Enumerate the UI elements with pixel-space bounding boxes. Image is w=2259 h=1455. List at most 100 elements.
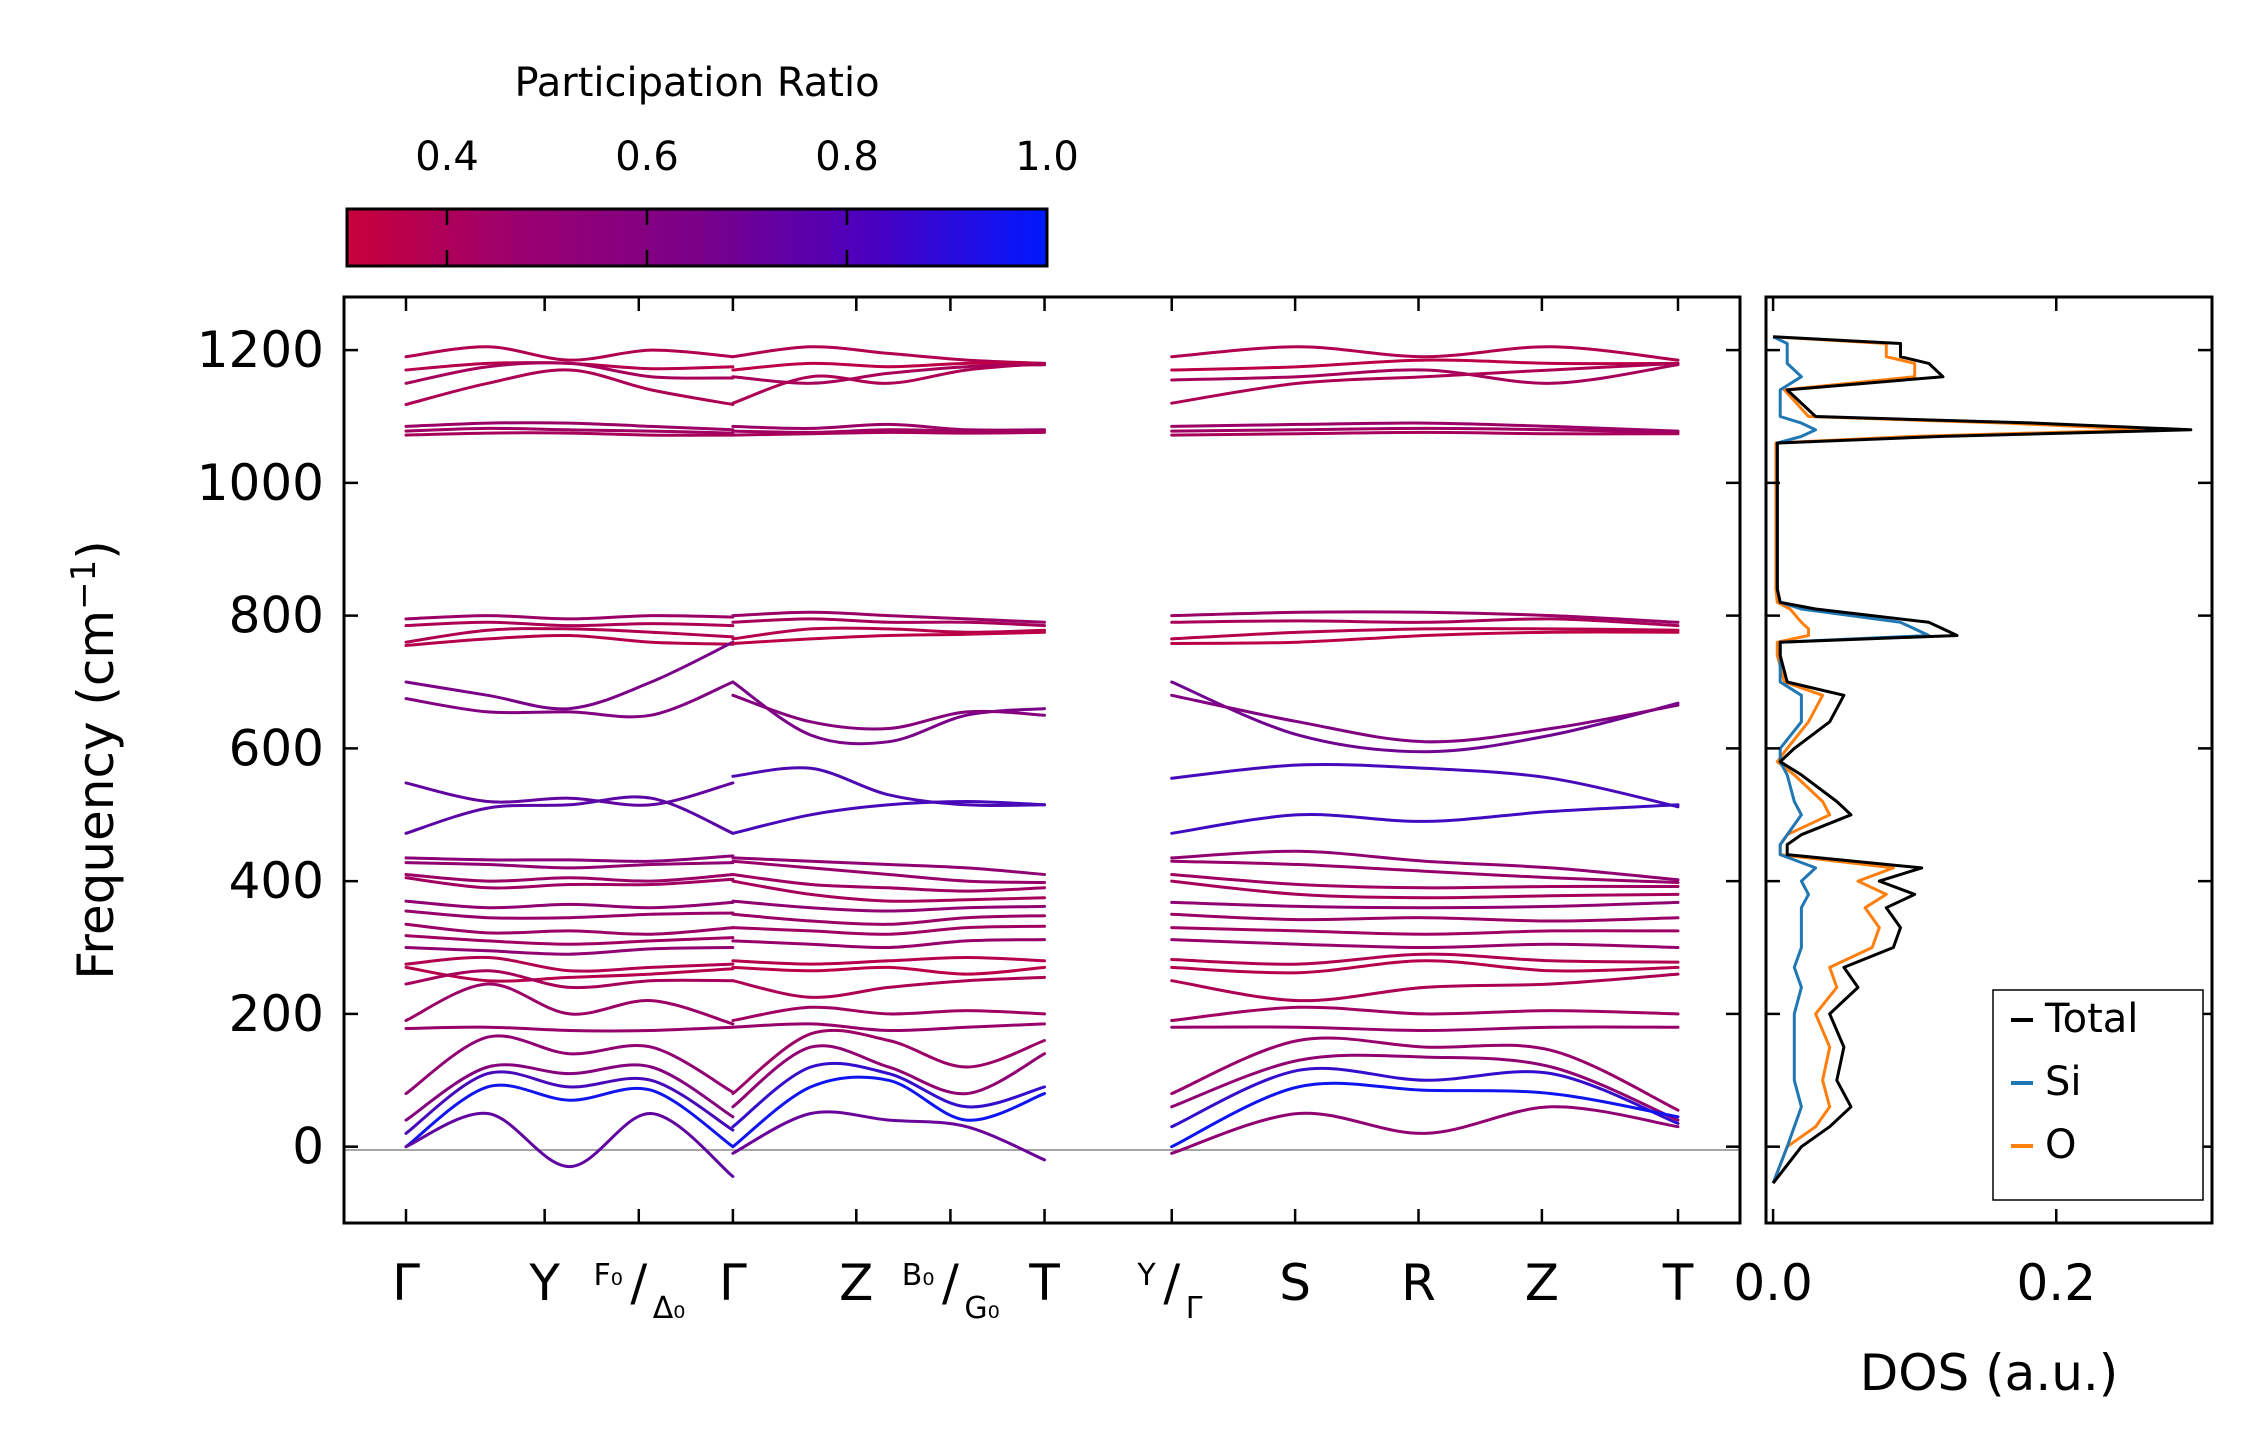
phonon-band (404, 909, 735, 920)
phonon-band (1170, 1036, 1680, 1112)
phonon-band (1170, 912, 1680, 923)
phonon-band (731, 1005, 1046, 1022)
ylabel-tail: ) (67, 540, 125, 560)
phonon-band (731, 856, 1046, 876)
phonon-band (731, 1061, 1046, 1129)
kpath-label: Z (1525, 1254, 1559, 1312)
kpath-label: Y (528, 1254, 560, 1312)
phonon-band (731, 766, 1046, 808)
kpath-label-right: G₀ (964, 1291, 999, 1326)
kpath-label: T (1028, 1254, 1060, 1312)
phonon-band (404, 633, 735, 647)
phonon-band (404, 854, 735, 863)
colorbar-gradient (345, 207, 1049, 268)
phonon-band (404, 1083, 735, 1149)
dos-x-tick-label: 0.0 (1733, 1254, 1813, 1312)
y-tick-label: 200 (229, 985, 324, 1043)
phonon-band (1170, 926, 1680, 936)
phonon-band (404, 795, 735, 835)
kpath-label: Γ (392, 1254, 420, 1312)
kpath-label-left: Y (1136, 1258, 1156, 1293)
phonon-band (404, 876, 735, 890)
kpath-label-right: Γ (1186, 1291, 1203, 1326)
dos-axes: 0.0 0.2 DOS (a.u.) Total Si O (1733, 295, 2214, 1402)
phonon-band (731, 975, 1046, 999)
phonon-band (731, 1028, 1046, 1096)
phonon-band (731, 879, 1046, 903)
phonon-band (1170, 938, 1680, 949)
y-tick-label: 1000 (197, 454, 324, 512)
phonon-band (1170, 430, 1680, 437)
phonon-band (731, 965, 1046, 976)
phonon-band (731, 1110, 1046, 1162)
phonon-band (1170, 426, 1680, 434)
phonon-band (1170, 345, 1680, 362)
colorbar-title: Participation Ratio (514, 60, 879, 106)
phonon-band (404, 426, 735, 435)
phonon-band (404, 1034, 735, 1096)
phonon-band (1170, 363, 1680, 385)
dos-x-tick-label: 0.2 (2016, 1254, 2096, 1312)
phonon-band (1170, 803, 1680, 835)
phonon-band (731, 859, 1046, 884)
phonon-band (404, 421, 735, 432)
phonon-band (731, 610, 1046, 624)
phonon-band (404, 946, 735, 956)
phonon-band (1170, 693, 1680, 744)
phonon-band (731, 617, 1046, 628)
phonon-band (1170, 680, 1680, 754)
phonon-band (404, 969, 735, 990)
band-axes-frame (342, 295, 1742, 1225)
phonon-band (731, 956, 1046, 966)
phonon-band (731, 1044, 1046, 1109)
phonon-band (404, 368, 735, 406)
kpath-label: R (1401, 1254, 1436, 1312)
y-tick-label: 1200 (197, 321, 324, 379)
phonon-band (1170, 959, 1680, 975)
phonon-band (731, 345, 1046, 365)
y-tick-label: 400 (229, 852, 324, 910)
phonon-band (404, 982, 735, 1026)
phonon-band (731, 626, 1046, 641)
band-lines (404, 345, 1680, 1178)
phonon-band (404, 680, 735, 719)
kpath-label-slash: / (942, 1254, 959, 1312)
y-tick-label: 0 (292, 1118, 324, 1176)
phonon-band (404, 1111, 735, 1178)
dos-lines (1771, 335, 2193, 1185)
phonon-band (404, 627, 735, 644)
phonon-band (1170, 952, 1680, 966)
phonon-band (404, 640, 735, 711)
kpath-label-slash: / (630, 1254, 647, 1312)
phonon-band (404, 361, 735, 385)
phonon-band (1170, 361, 1680, 405)
phonon-band (404, 1063, 735, 1122)
phonon-band (731, 630, 1046, 645)
superscript: −1 (64, 560, 104, 610)
kpath-label: Γ (719, 1254, 747, 1312)
phonon-band (1170, 972, 1680, 1003)
legend-box (1992, 989, 2204, 1201)
phonon-band (1170, 859, 1680, 884)
phonon-band (1170, 1005, 1680, 1022)
colorbar-tick-label: 0.4 (415, 134, 479, 180)
phonon-band (1170, 1066, 1680, 1129)
phonon-band (404, 781, 735, 807)
phonon-band (404, 614, 735, 621)
phonon-band (731, 430, 1046, 437)
phonon-band (404, 899, 735, 910)
phonon-band (404, 620, 735, 628)
phonon-band (731, 912, 1046, 926)
kpath-label-left: B₀ (902, 1258, 935, 1293)
phonon-band (404, 965, 735, 983)
phonon-band (1170, 1081, 1680, 1149)
phonon-band (731, 1022, 1046, 1033)
phonon-band (404, 1070, 735, 1135)
phonon-band (731, 693, 1046, 731)
band-y-ticks: 0 200 400 600 800 1000 1200 (197, 321, 1740, 1176)
colorbar-tick-label: 1.0 (1015, 134, 1079, 180)
y-tick-label: 800 (229, 587, 324, 645)
phonon-band (731, 428, 1046, 434)
phonon-band (1170, 610, 1680, 624)
phonon-band (1170, 849, 1680, 882)
